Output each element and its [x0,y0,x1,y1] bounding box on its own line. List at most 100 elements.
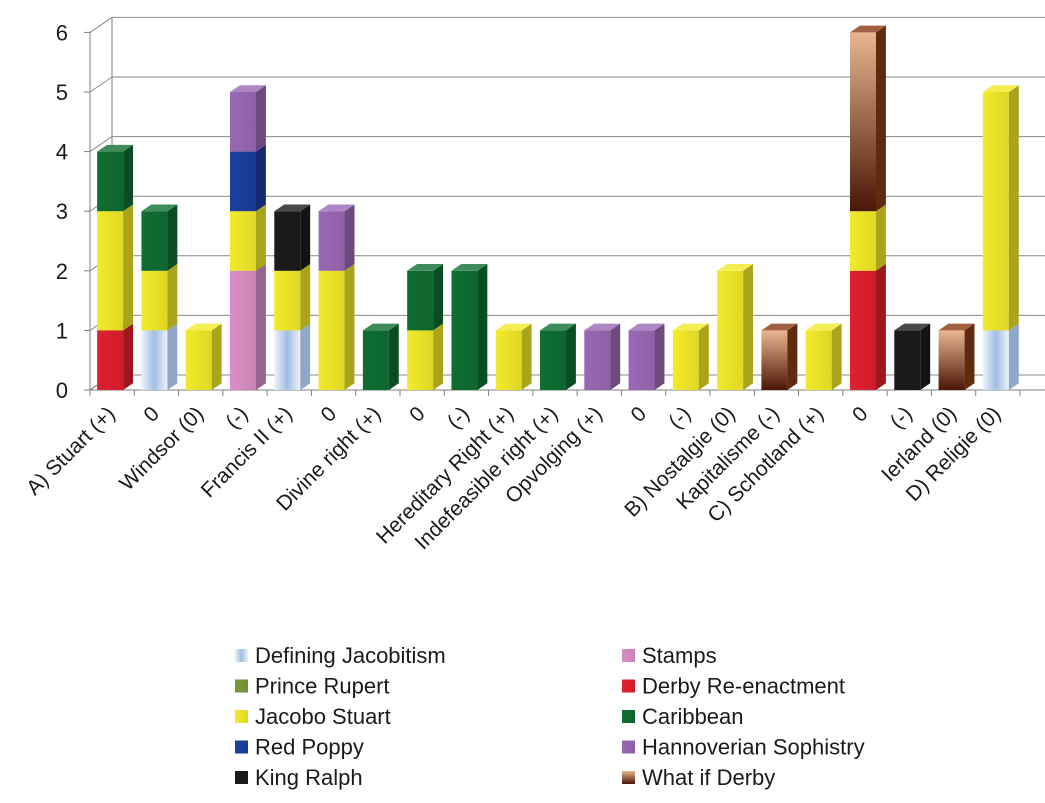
legend-item-hannoverian-sophistry: Hannoverian Sophistry [622,735,865,760]
bar-front [540,330,566,390]
bar-side [167,264,178,331]
bar-front [97,211,124,331]
bar-side [831,323,842,390]
bar-segment-jacobo-stuart [230,204,266,271]
bar-side [433,323,444,390]
legend-swatch [622,679,635,693]
bar-segment-stamps [230,264,266,390]
bar-side [256,204,266,271]
legend-label: Red Poppy [255,735,364,760]
bar-segment-defining-jacobitism [982,323,1019,390]
legend-item-defining-jacobitism: Defining Jacobitism [235,643,446,668]
bar-front [850,270,876,390]
bar-segment-defining-jacobitism [274,323,311,390]
bar-segment-jacobo-stuart [407,323,444,390]
bar-side [344,204,355,271]
bar-side [1008,85,1019,331]
y-tick-label: 3 [56,199,68,224]
y-tick-label: 2 [56,259,68,284]
bar-side [123,204,134,331]
legend-item-prince-rupert: Prince Rupert [235,674,390,699]
legend-item-red-poppy: Red Poppy [235,735,364,760]
bar-segment-caribbean [451,264,488,390]
bar-side [698,323,709,390]
bar-side [256,264,266,390]
bar-segment-derby-re-enactment [97,323,134,390]
bar-segment-jacobo-stuart [141,264,178,331]
legend-label: Stamps [642,643,717,668]
bar-segment-caribbean [141,204,178,271]
legend-item-derby-re-enactment: Derby Re-enactment [622,674,845,699]
y-tick-label: 5 [56,80,68,105]
bar-front [407,270,434,331]
bar-segment-jacobo-stuart [274,264,311,331]
bar-side [167,323,178,390]
bar-segment-jacobo-stuart [318,264,355,390]
bar-front [672,330,699,390]
bar-front [141,211,168,271]
bar-segment-jacobo-stuart [717,264,754,390]
x-tick-label: 0 [139,402,164,427]
bar-side [211,323,222,390]
bar-front [451,270,478,390]
legend-label: What if Derby [642,765,775,790]
bar-top [362,323,399,331]
x-tick-label: A) Stuart (+) [22,402,120,500]
bar-segment-defining-jacobitism [141,323,178,390]
bar-front [274,330,301,390]
bar-top [805,323,842,331]
bar-segment-jacobo-stuart [850,204,886,271]
bar-top [540,323,576,331]
bar-side [256,85,266,152]
legend-item-king-ralph: King Ralph [235,765,363,790]
x-tick-label: (-) [443,402,474,433]
bar-top [894,323,931,331]
bar-front [230,211,256,271]
bar-segment-jacobo-stuart [805,323,842,390]
bar-top [982,85,1019,92]
bar-side [300,264,311,331]
y-tick-label: 1 [56,318,68,343]
bar-front [938,330,965,390]
bar-front [97,151,124,212]
legend-label: Caribbean [642,704,744,729]
gridline [89,136,1045,153]
bar-segment-hannoverian-sophistry [584,323,621,390]
bar-segment-jacobo-stuart [672,323,709,390]
legend-label: King Ralph [255,765,363,790]
bar-top [407,264,444,271]
legend-swatch [622,710,635,723]
bar-front [850,32,876,212]
bars [97,25,1019,390]
bar-front [318,211,345,271]
y-tick-label: 6 [56,20,68,45]
legend-swatch [622,649,635,662]
bar-front [584,330,611,390]
bar-side [743,264,754,390]
bar-side [123,144,134,212]
bar-segment-jacobo-stuart [495,323,532,390]
x-tick-label: (-) [221,402,252,433]
bar-front [97,330,124,390]
bar-top [495,323,532,331]
legend-swatch [622,740,635,754]
y-axis-ticks: 0 1 2 3 4 5 6 [56,20,68,403]
bar-segment-caribbean [362,323,399,390]
bar-top [761,323,798,331]
bar-front [850,211,876,271]
legend-label: Defining Jacobitism [255,643,446,668]
bar-top [274,204,311,212]
bar-side [876,264,886,390]
legend-item-what-if-derby: What if Derby [622,765,775,790]
bar-segment-jacobo-stuart [982,85,1019,331]
legend-swatch [235,710,248,723]
bar-front [982,92,1009,331]
bar-front [362,330,389,390]
y-tick-label: 4 [56,140,68,165]
bar-front [274,270,301,331]
bar-segment-red-poppy [230,144,266,212]
bar-side [876,204,886,271]
